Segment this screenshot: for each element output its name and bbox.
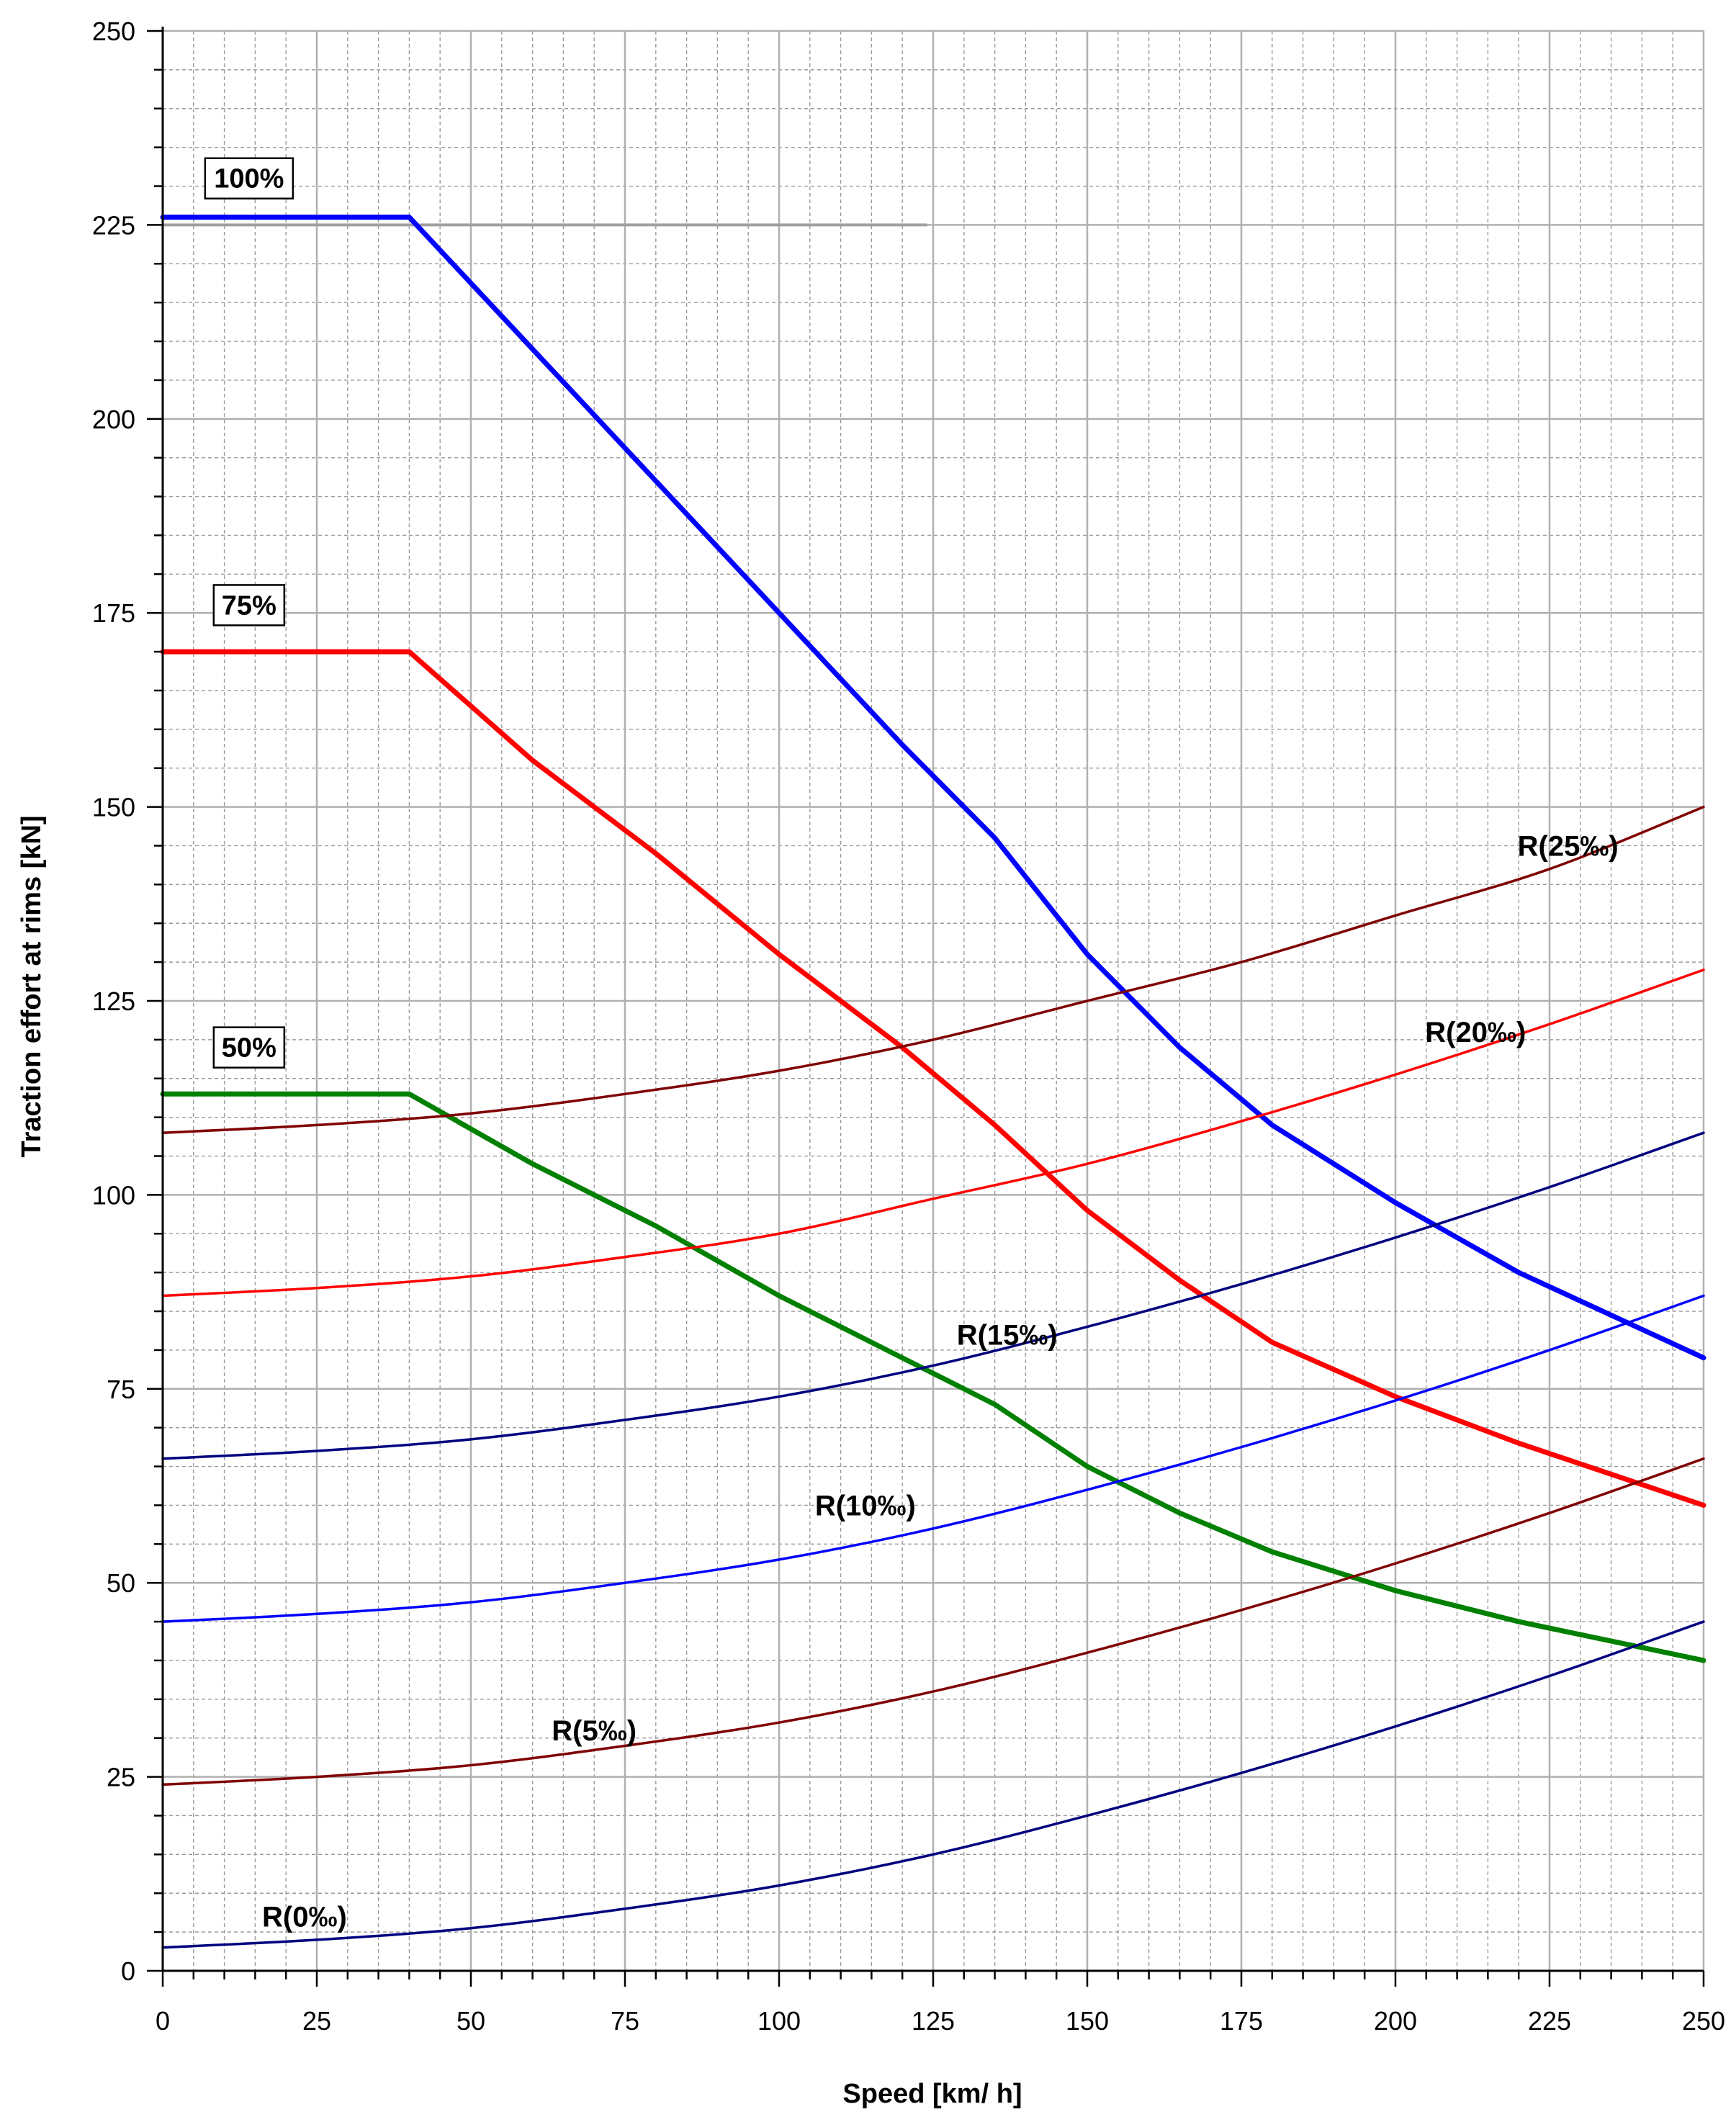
y-tick-label: 150 <box>92 793 135 822</box>
curve-labels: 100% 75% 50% R(25‰) R(20‰) R(15‰) R(10‰) R(5‰) R… <box>204 157 1619 1933</box>
x-tick-labels: 0 25 50 75 100 125 150 175 200 225 250 <box>156 2006 1725 2036</box>
curve-label: R(10‰) <box>815 1490 916 1522</box>
curve-label: R(25‰) <box>1518 830 1619 862</box>
x-axis-title: Speed [km/ h] <box>842 2079 1022 2109</box>
y-tick-label: 25 <box>107 1763 135 1792</box>
y-tick-label: 225 <box>92 210 135 240</box>
curve-label: R(0‰) <box>262 1902 347 1933</box>
axes <box>147 27 1705 1987</box>
label-box <box>212 1026 286 1069</box>
y-tick-label: 75 <box>107 1375 135 1404</box>
label-text: R(5‰) <box>552 1715 637 1747</box>
x-tick-label: 50 <box>457 2006 485 2036</box>
label-text: 100% <box>214 164 284 194</box>
resistance-curve-r-0 <box>161 1620 1705 1949</box>
grid-minor <box>163 31 1704 1971</box>
resistance-curve-r-5 <box>161 1457 1705 1786</box>
curve-label: 75% <box>212 584 286 626</box>
label-box <box>204 157 294 199</box>
y-tick-label: 200 <box>92 405 135 434</box>
label-text: R(20‰) <box>1425 1017 1526 1048</box>
resistance-curve-r-15 <box>161 1131 1705 1460</box>
label-text: R(15‰) <box>957 1319 1058 1351</box>
curve-label: R(5‰) <box>552 1715 637 1747</box>
x-tick-label: 175 <box>1220 2006 1263 2036</box>
x-tick-label: 150 <box>1066 2006 1109 2036</box>
x-tick-label: 250 <box>1682 2006 1725 2036</box>
x-tick-label: 225 <box>1528 2006 1571 2036</box>
curve-label: 100% <box>204 157 294 199</box>
x-tick-label: 25 <box>302 2006 331 2036</box>
label-text: 50% <box>222 1033 276 1064</box>
label-text: R(10‰) <box>815 1490 916 1522</box>
y-axis-title: Traction effort at rims [kN] <box>17 815 47 1157</box>
x-tick-label: 200 <box>1374 2006 1417 2036</box>
label-box <box>212 584 286 626</box>
curve-label: R(15‰) <box>957 1319 1058 1351</box>
label-text: 75% <box>222 590 276 621</box>
resistance-curve-r-25 <box>161 805 1705 1134</box>
resistance-curve-r-20 <box>161 968 1705 1298</box>
label-text: R(0‰) <box>262 1902 347 1933</box>
label-text: R(25‰) <box>1518 830 1619 862</box>
y-tick-label: 100 <box>92 1180 135 1210</box>
curve-label: R(20‰) <box>1425 1017 1526 1048</box>
traction-curve-100 <box>160 215 1706 1361</box>
y-tick-labels: 0 25 50 75 100 125 150 175 200 225 250 <box>92 17 135 1986</box>
y-tick-label: 250 <box>92 17 135 46</box>
x-tick-label: 100 <box>757 2006 801 2036</box>
x-tick-label: 125 <box>912 2006 955 2036</box>
x-tick-label: 75 <box>611 2006 639 2036</box>
traction-curve-50 <box>160 1091 1706 1663</box>
y-tick-label: 125 <box>92 986 135 1016</box>
x-tick-label: 0 <box>156 2006 170 2036</box>
grid-major <box>163 30 1705 1971</box>
series-group <box>160 215 1706 1949</box>
resistance-curve-r-10 <box>161 1294 1705 1623</box>
y-tick-label: 175 <box>92 598 135 628</box>
y-tick-label: 50 <box>107 1568 135 1598</box>
y-tick-label: 0 <box>121 1956 135 1986</box>
traction-curve-75 <box>160 649 1706 1508</box>
curve-label: 50% <box>212 1026 286 1069</box>
